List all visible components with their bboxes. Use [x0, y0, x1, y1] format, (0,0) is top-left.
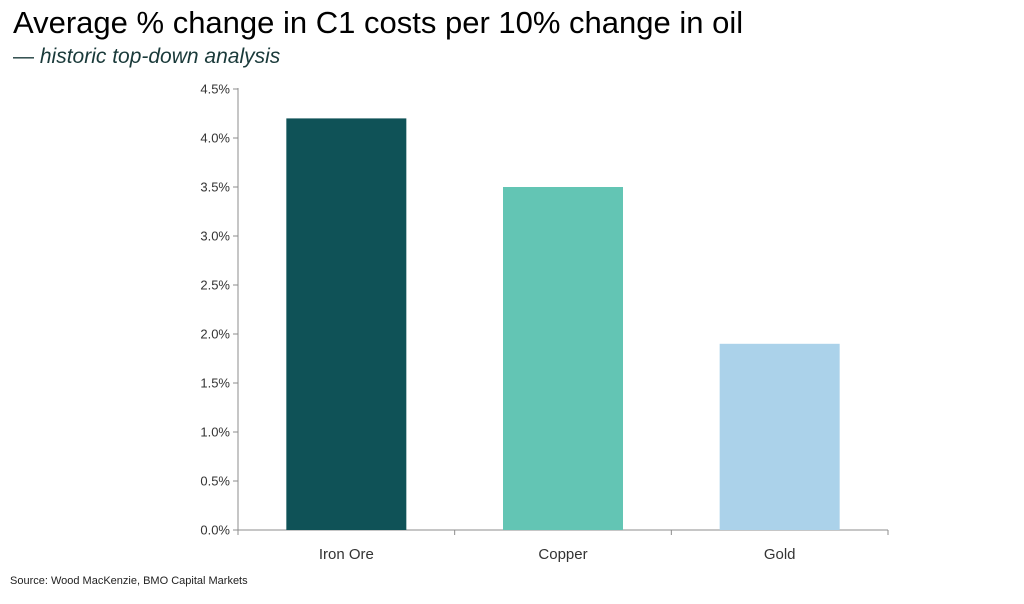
y-tick-label: 2.0% — [200, 327, 230, 342]
y-tick-label: 1.5% — [200, 376, 230, 391]
y-tick-label: 3.5% — [200, 180, 230, 195]
y-tick-label: 2.5% — [200, 278, 230, 293]
chart-title: Average % change in C1 costs per 10% cha… — [13, 5, 744, 40]
y-tick-label: 4.5% — [200, 82, 230, 97]
y-tick-label: 0.0% — [200, 523, 230, 538]
y-tick-label: 0.5% — [200, 474, 230, 489]
y-tick-label: 4.0% — [200, 131, 230, 146]
x-tick-label: Iron Ore — [319, 546, 374, 563]
y-tick-label: 3.0% — [200, 229, 230, 244]
source-note: Source: Wood MacKenzie, BMO Capital Mark… — [10, 575, 248, 587]
subtitle-dash: — — [13, 45, 34, 68]
chart-subtitle-text: historic top-down analysis — [39, 45, 281, 68]
bar — [503, 187, 623, 530]
chart-subtitle: — historic top-down analysis — [13, 44, 280, 70]
bar — [286, 118, 407, 531]
x-tick-label: Gold — [764, 546, 796, 563]
x-tick-label: Copper — [538, 546, 587, 563]
bar — [719, 343, 840, 530]
y-tick-label: 1.0% — [200, 425, 230, 440]
